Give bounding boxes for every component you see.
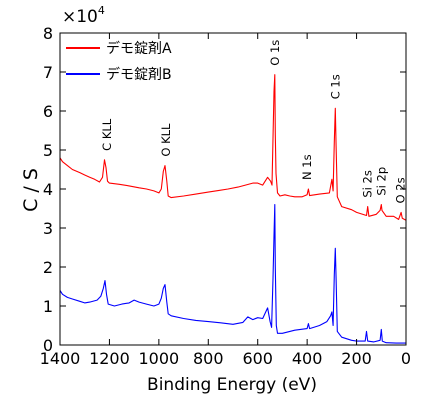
y-tick-label: 2 <box>43 258 53 277</box>
legend-label-b: デモ錠剤B <box>106 66 172 83</box>
x-tick-label: 1200 <box>89 349 130 368</box>
y-multiplier: ×104 <box>62 4 105 27</box>
tick-layer: 1400 1200 1000 800 600 400 200 0 0 1 2 3 4 5 6 7 8 <box>40 24 411 368</box>
y-tick-label: 0 <box>43 336 53 355</box>
x-tick-label: 600 <box>242 349 273 368</box>
y-tick-label: 6 <box>43 102 53 121</box>
y-tick-label: 5 <box>43 141 53 160</box>
y-tick-label: 8 <box>43 24 53 43</box>
x-tick-label: 800 <box>193 349 224 368</box>
x-tick-label: 200 <box>341 349 372 368</box>
peak-label: O KLL <box>159 123 173 157</box>
y-axis-label: C / S <box>20 168 42 212</box>
x-tick-label: 0 <box>401 349 411 368</box>
x-tick-label: 1400 <box>40 349 81 368</box>
peak-label: N 1s <box>300 154 314 180</box>
x-tick-label: 400 <box>292 349 323 368</box>
peak-annotations: C KLL O KLL O 1s N 1s C 1s Si 2s Si 2p O 2s <box>100 40 408 204</box>
peak-label: O 2s <box>394 177 408 203</box>
legend: デモ錠剤A デモ錠剤B <box>66 40 172 83</box>
x-axis-label: Binding Energy (eV) <box>147 375 317 395</box>
y-tick-label: 4 <box>43 180 53 199</box>
peak-label: Si 2s <box>361 170 375 197</box>
x-tick-label: 1000 <box>138 349 179 368</box>
peak-label: C 1s <box>328 74 342 99</box>
series-line-1 <box>59 74 407 221</box>
peak-label: C KLL <box>100 118 114 151</box>
y-tick-label: 7 <box>43 63 53 82</box>
peak-label: Si 2p <box>374 167 388 196</box>
series-layer <box>59 74 407 344</box>
legend-label-a: デモ錠剤A <box>106 40 172 57</box>
peak-label: O 1s <box>268 40 282 66</box>
y-tick-label: 1 <box>43 297 53 316</box>
series-line-2 <box>59 204 406 344</box>
y-tick-label: 3 <box>43 219 53 238</box>
